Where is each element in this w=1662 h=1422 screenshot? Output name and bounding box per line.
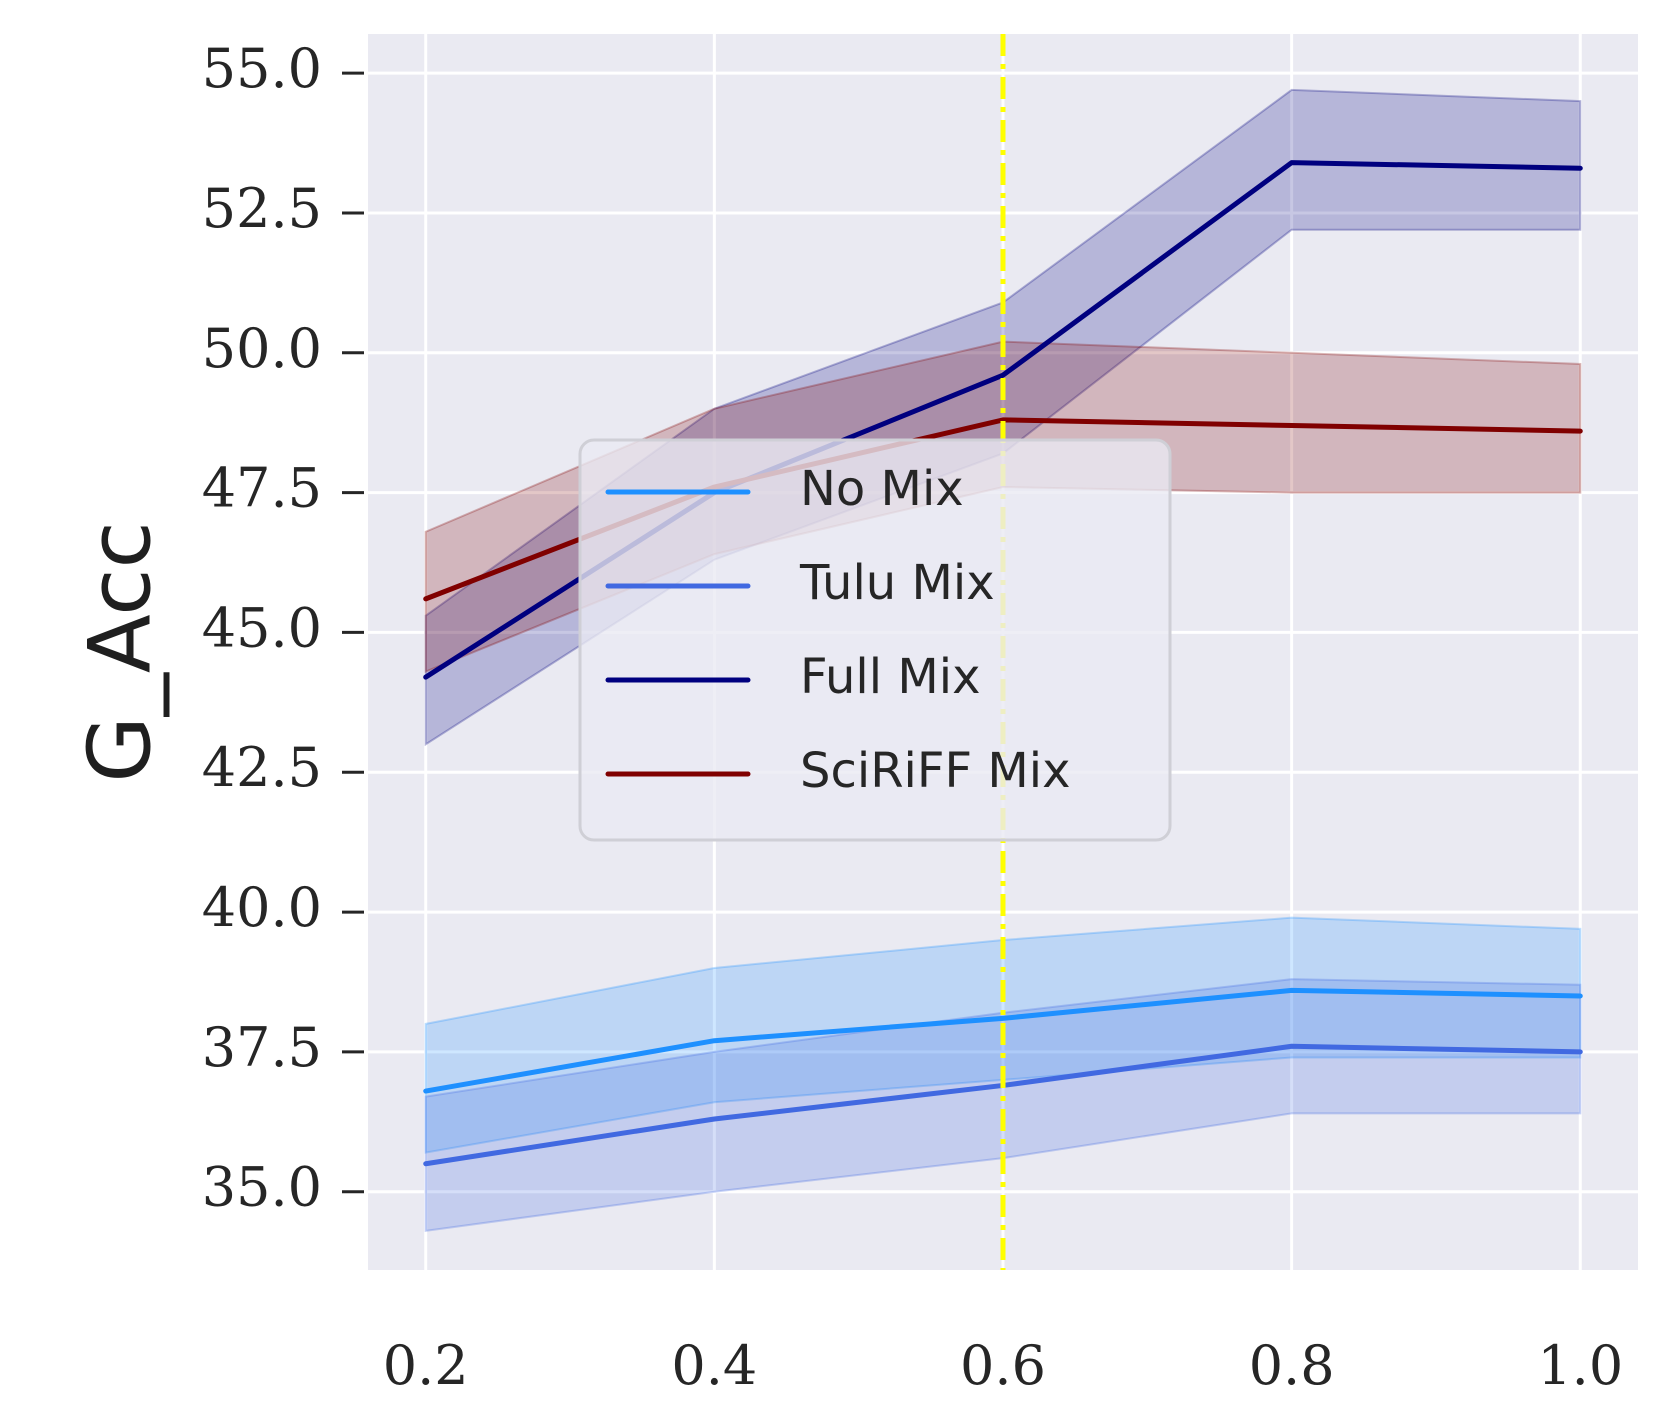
y-axis-label: G_Acc <box>70 521 170 783</box>
y-tick-label: 42.5 <box>202 736 322 799</box>
y-tick-label: 40.0 <box>202 876 322 939</box>
y-tick-label: 37.5 <box>202 1016 322 1079</box>
y-tick-label: 47.5 <box>202 457 322 520</box>
tick-labels: 35.0 37.5 40.0 42.5 45.0 47.5 50.0 52.5 55.0 0.2 0… <box>202 37 1623 1397</box>
legend-label-no-mix: No Mix <box>800 461 964 517</box>
x-tick-label: 1.0 <box>1537 1334 1623 1397</box>
legend: No Mix Tulu Mix Full Mix SciRiFF Mix <box>578 438 1172 842</box>
legend-label-sciriff-mix: SciRiFF Mix <box>800 743 1071 799</box>
x-tick-label: 0.4 <box>671 1334 757 1397</box>
legend-label-full-mix: Full Mix <box>800 649 981 705</box>
y-tick-label: 55.0 <box>202 37 322 100</box>
y-tick-label: 52.5 <box>202 177 322 240</box>
x-tick-label: 0.8 <box>1249 1334 1335 1397</box>
x-tick-label: 0.6 <box>960 1334 1046 1397</box>
legend-label-tulu-mix: Tulu Mix <box>799 555 995 611</box>
y-tick-label: 45.0 <box>202 596 322 659</box>
x-tick-label: 0.2 <box>383 1334 469 1397</box>
axes <box>342 71 364 1194</box>
y-tick-label: 50.0 <box>202 317 322 380</box>
legend-box <box>578 438 1172 842</box>
y-tick-label: 35.0 <box>202 1156 322 1219</box>
